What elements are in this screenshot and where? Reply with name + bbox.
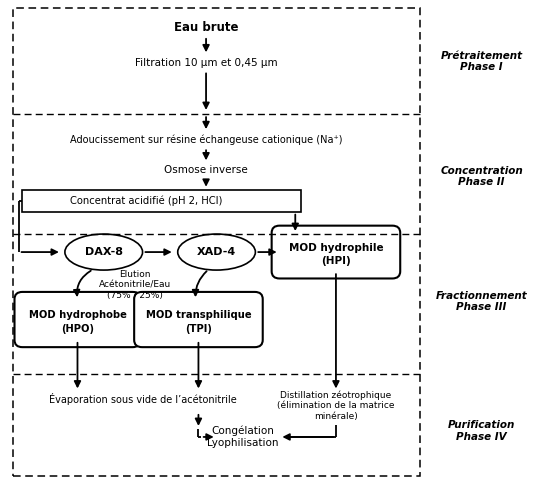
Text: Prétraitement
Phase I: Prétraitement Phase I [441, 51, 522, 72]
Bar [23, 190, 301, 212]
Text: (TPI): (TPI) [185, 324, 212, 334]
Ellipse shape [178, 234, 256, 270]
Text: DAX-8: DAX-8 [84, 247, 123, 257]
Text: Congélation
Lyophilisation: Congélation Lyophilisation [207, 426, 279, 448]
Text: Osmose inverse: Osmose inverse [164, 165, 248, 175]
Text: Adoucissement sur résine échangeuse cationique (Na⁺): Adoucissement sur résine échangeuse cati… [70, 134, 342, 145]
Text: Purification
Phase IV: Purification Phase IV [448, 420, 515, 442]
Bar [13, 8, 420, 476]
Text: MOD transphilique: MOD transphilique [146, 310, 251, 320]
FancyBboxPatch shape [134, 292, 263, 347]
Text: Fractionnement
Phase III: Fractionnement Phase III [436, 291, 527, 313]
Text: Distillation zéotrophique
(élimination de la matrice
minérale): Distillation zéotrophique (élimination d… [277, 391, 395, 421]
FancyBboxPatch shape [272, 226, 400, 279]
Text: MOD hydrophobe: MOD hydrophobe [29, 310, 126, 320]
Text: XAD-4: XAD-4 [197, 247, 236, 257]
Text: (HPO): (HPO) [61, 324, 94, 334]
Text: Filtration 10 µm et 0,45 µm: Filtration 10 µm et 0,45 µm [134, 58, 278, 68]
Ellipse shape [65, 234, 143, 270]
Text: MOD hydrophile: MOD hydrophile [288, 243, 383, 253]
Text: (HPI): (HPI) [321, 256, 351, 266]
FancyBboxPatch shape [15, 292, 140, 347]
Text: Eau brute: Eau brute [174, 21, 238, 34]
Text: Concentrat acidifié (pH 2, HCl): Concentrat acidifié (pH 2, HCl) [69, 196, 222, 206]
Text: Elution
Acétonitrile/Eau
(75% / 25%): Elution Acétonitrile/Eau (75% / 25%) [99, 270, 171, 299]
Text: Concentration
Phase II: Concentration Phase II [440, 166, 523, 187]
Text: Évaporation sous vide de l’acétonitrile: Évaporation sous vide de l’acétonitrile [49, 393, 237, 405]
